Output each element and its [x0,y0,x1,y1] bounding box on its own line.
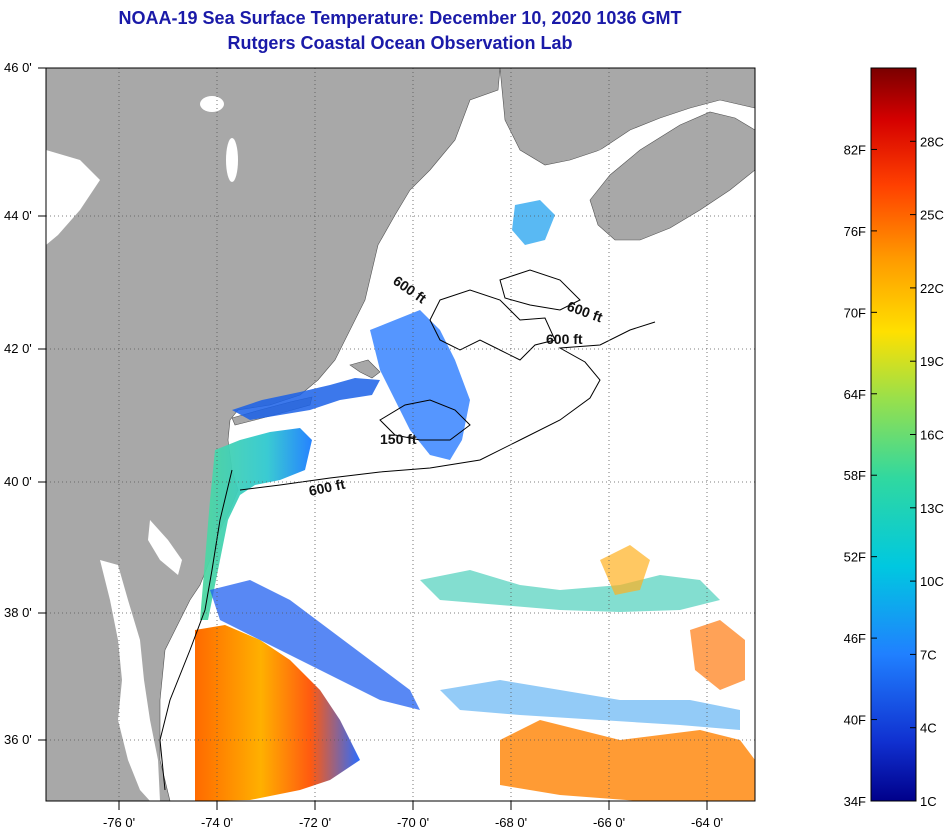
lake-ontario [46,150,100,245]
colorbar-c-label: 13C [920,501,944,516]
contour-600ft-inner [429,289,556,361]
sst-gulfstream-patches [500,720,755,801]
lat-label: 40 0' [4,474,32,489]
sst-slope-warm [195,625,360,801]
colorbar-c-label: 25C [920,208,944,223]
map-subtitle: Rutgers Coastal Ocean Observation Lab [227,33,573,53]
sst-east-warm [690,620,745,690]
colorbar-ticks [871,140,916,802]
bay-fundy [560,120,670,180]
lat-label: 38 0' [4,605,32,620]
colorbar-c-label: 10C [920,574,944,589]
contour-600ft [239,321,656,491]
contour-label: 150 ft [380,431,417,447]
contour-150ft [379,399,471,441]
lon-label: -76 0' [103,815,135,830]
contour-shelf-edge [159,469,233,791]
map-border [45,67,756,802]
sst-gulf-maine-cold [370,310,470,460]
colorbar-c-label: 19C [920,354,944,369]
sst-shelf-water [200,428,312,620]
colorbar-gradient [870,67,917,802]
sst-mid-warm-patches [600,545,650,595]
colorbar-c-label: 28C [920,134,944,149]
bay-chesapeake [100,560,160,801]
lake-spot [200,96,224,112]
bay-delaware [148,520,182,575]
lon-label: -74 0' [201,815,233,830]
contour-label: 600 ft [546,331,583,347]
colorbar: 82F 76F 70F 64F 58F 52F 46F 40F 34F 28C 25C 22C 19C… [844,67,944,809]
sst-offshore-scatter [420,570,720,612]
colorbar-f-label: 64F [844,387,866,402]
colorbar-f-label: 52F [844,550,866,565]
map-panel: 600 ft 600 ft 600 ft 150 ft 600 ft [4,60,756,830]
colorbar-c-label: 16C [920,428,944,443]
sst-gulfstream-cool [440,680,740,730]
colorbar-c-label: 22C [920,281,944,296]
colorbar-f-label: 34F [844,794,866,809]
lon-label: -70 0' [397,815,429,830]
lat-label: 46 0' [4,60,32,75]
sst-li-sound-cold [232,378,380,420]
colorbar-f-label: 76F [844,224,866,239]
lon-label: -64 0' [691,815,723,830]
colorbar-c-label: 1C [920,794,937,809]
colorbar-fahrenheit-labels: 82F 76F 70F 64F 58F 52F 46F 40F 34F [844,142,866,809]
land-us-mainland [45,67,501,802]
colorbar-c-label: 7C [920,647,937,662]
colorbar-f-label: 46F [844,631,866,646]
lat-label: 36 0' [4,732,32,747]
sst-scotian-cold [512,200,555,245]
lon-label: -72 0' [299,815,331,830]
contour-label: 600 ft [307,476,346,499]
frame-ticks [38,67,708,810]
lat-label: 42 0' [4,341,32,356]
lon-label: -66 0' [593,815,625,830]
colorbar-f-label: 70F [844,305,866,320]
lake-champlain [226,138,238,182]
colorbar-f-label: 82F [844,142,866,157]
colorbar-c-label: 4C [920,721,937,736]
colorbar-f-label: 40F [844,713,866,728]
land-cape-cod [349,359,381,379]
lon-label: -68 0' [495,815,527,830]
colorbar-celsius-labels: 28C 25C 22C 19C 16C 13C 10C 7C 4C 1C [920,134,944,809]
lat-label: 44 0' [4,208,32,223]
colorbar-f-label: 58F [844,468,866,483]
map-title: NOAA-19 Sea Surface Temperature: Decembe… [118,8,682,28]
contour-georges [499,269,581,311]
